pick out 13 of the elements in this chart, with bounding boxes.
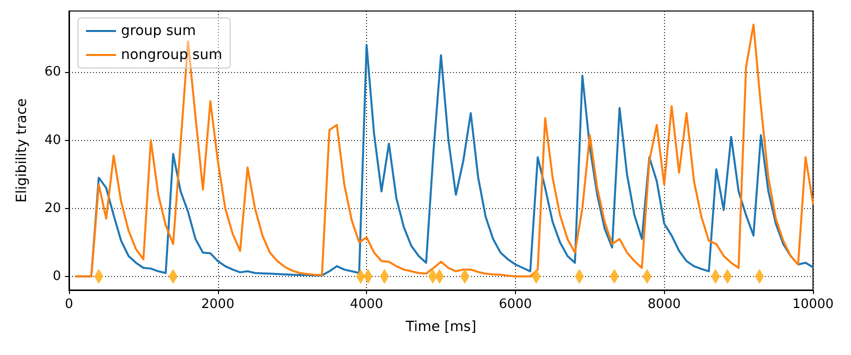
y-axis-title: Eligibility trace [14,98,30,203]
y-tick-label: 0 [52,268,61,284]
y-tick-label: 60 [44,64,61,80]
x-tick-label: 4000 [350,297,384,312]
x-tick-label: 2000 [201,297,234,312]
legend-label: group sum [121,23,196,39]
x-tick-label: 10000 [792,297,834,312]
x-tick-label: 0 [64,297,74,312]
x-tick-label: 6000 [498,297,532,312]
x-tick-label: 8000 [648,297,681,312]
x-axis-title: Time [ms] [404,319,476,335]
y-tick-label: 20 [44,200,61,216]
y-tick-label: 40 [44,132,61,148]
